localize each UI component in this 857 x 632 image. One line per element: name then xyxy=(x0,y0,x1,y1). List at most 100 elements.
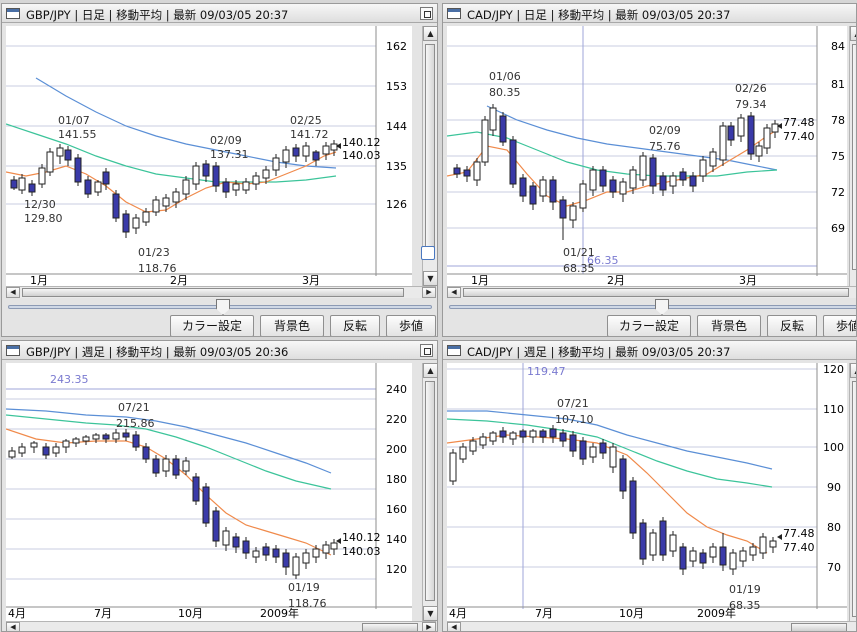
x-tick-label: 7月 xyxy=(535,607,553,620)
window-titlebar[interactable]: CAD/JPY | 日足 | 移動平均 | 最新 09/03/05 20:37 xyxy=(443,4,856,23)
scroll-thumb[interactable] xyxy=(362,623,418,631)
annotation-value: 118.76 xyxy=(288,597,327,610)
invert-button[interactable]: 反転 xyxy=(767,315,817,336)
scroll-up-button[interactable]: ▲ xyxy=(850,26,856,41)
gridlines xyxy=(447,363,847,609)
annotation-date: 07/21 xyxy=(557,397,589,410)
scroll-thumb[interactable] xyxy=(852,381,856,617)
annotation-value: 141.72 xyxy=(290,128,329,141)
horizontal-scrollbar[interactable]: ◀ xyxy=(447,286,856,298)
horizontal-scrollbar[interactable]: ◀ ▶ xyxy=(6,286,436,298)
x-tick-label: 3月 xyxy=(302,274,320,286)
last-price-label: 77.48 xyxy=(783,116,815,129)
y-tick-label: 75 xyxy=(831,150,845,163)
x-tick-label: 2月 xyxy=(170,274,188,286)
y-tick-label: 135 xyxy=(386,160,407,173)
background-color-button[interactable]: 背景色 xyxy=(697,315,761,336)
y-tick-label: 78 xyxy=(831,114,845,127)
y-tick-label: 84 xyxy=(831,40,845,53)
annotation-date: 01/19 xyxy=(729,583,761,596)
chart-window-gbpjpy-weekly: GBP/JPY | 週足 | 移動平均 | 最新 09/03/05 20:36 xyxy=(1,340,438,632)
scroll-up-button[interactable]: ▲ xyxy=(423,363,437,378)
candlesticks xyxy=(10,140,338,238)
annotation-value: 80.35 xyxy=(489,86,521,99)
price-chart: 84 81 78 75 72 69 1月 2月 3月 01/06 80.35 0… xyxy=(446,26,847,287)
x-tick-label: 1月 xyxy=(471,274,489,286)
y-tick-label: 200 xyxy=(386,443,407,456)
invert-button[interactable]: 反転 xyxy=(330,315,380,336)
y-tick-label: 144 xyxy=(386,120,407,133)
last-price-label: 140.12 xyxy=(342,531,381,544)
window-icon xyxy=(447,8,461,19)
window-titlebar[interactable]: GBP/JPY | 週足 | 移動平均 | 最新 09/03/05 20:36 xyxy=(2,341,437,360)
scroll-left-button[interactable]: ◀ xyxy=(447,287,461,298)
step-value-button[interactable]: 歩値 xyxy=(823,315,856,336)
last-price-label: 140.12 xyxy=(342,136,381,149)
window-titlebar[interactable]: CAD/JPY | 週足 | 移動平均 | 最新 09/03/05 20:37 xyxy=(443,341,856,360)
y-tick-label: 126 xyxy=(386,198,407,211)
annotation-value: 118.76 xyxy=(138,262,177,275)
annotation-date: 12/30 xyxy=(24,198,56,211)
chart-area[interactable]: 84 81 78 75 72 69 1月 2月 3月 01/06 80.35 0… xyxy=(446,26,847,287)
ma-long-line xyxy=(5,408,332,474)
window-title: CAD/JPY | 日足 | 移動平均 | 最新 09/03/05 20:37 xyxy=(467,8,731,22)
annotation-value: 68.35 xyxy=(563,262,595,275)
scroll-marker[interactable] xyxy=(421,246,435,260)
annotation-value: 68.35 xyxy=(729,599,761,612)
annotation-date: 01/21 xyxy=(563,246,595,259)
zoom-slider-thumb[interactable] xyxy=(655,299,669,315)
background-color-button[interactable]: 背景色 xyxy=(260,315,324,336)
vertical-scrollbar[interactable]: ▲ xyxy=(849,26,856,286)
window-titlebar[interactable]: GBP/JPY | 日足 | 移動平均 | 最新 09/03/05 20:37 xyxy=(2,4,437,23)
last-price-marker xyxy=(777,534,782,540)
annotation-date: 01/23 xyxy=(138,246,170,259)
scroll-thumb[interactable] xyxy=(852,44,856,270)
scroll-left-button[interactable]: ◀ xyxy=(6,287,20,298)
x-tick-label: 7月 xyxy=(94,607,112,620)
maximize-icon[interactable] xyxy=(420,7,433,20)
zoom-slider-thumb[interactable] xyxy=(216,299,230,315)
annotation-date: 02/09 xyxy=(210,134,242,147)
scroll-thumb[interactable] xyxy=(425,381,435,601)
scroll-thumb[interactable] xyxy=(22,288,404,297)
candlesticks xyxy=(453,104,779,240)
zoom-slider[interactable] xyxy=(449,305,856,309)
annotation-value: 141.55 xyxy=(58,128,97,141)
scroll-left-button[interactable]: ◀ xyxy=(6,622,20,631)
color-settings-button[interactable]: カラー設定 xyxy=(170,315,254,336)
y-tick-label: 81 xyxy=(831,78,845,91)
scroll-left-button[interactable]: ◀ xyxy=(447,622,461,631)
scroll-thumb[interactable] xyxy=(791,623,847,631)
horizontal-scrollbar[interactable]: ◀ ▶ xyxy=(6,621,436,631)
last-price-label: 140.03 xyxy=(342,149,381,162)
maximize-icon[interactable] xyxy=(420,344,433,357)
horizontal-scrollbar[interactable]: ◀ xyxy=(447,621,856,631)
y-tick-label: 140 xyxy=(386,533,407,546)
chart-area[interactable]: 243.35 240 220 200 180 160 140 120 4月 7月… xyxy=(5,363,412,621)
gridlines xyxy=(447,26,847,276)
step-value-button[interactable]: 歩値 xyxy=(386,315,436,336)
scroll-down-button[interactable]: ▼ xyxy=(423,271,437,286)
candlesticks xyxy=(449,425,777,575)
vertical-scrollbar[interactable]: ▲ xyxy=(849,363,856,621)
scroll-up-button[interactable]: ▲ xyxy=(850,363,856,378)
chart-area[interactable]: 119.47 120 110 100 90 80 70 4月 7月 10月 20… xyxy=(446,363,847,621)
chart-area[interactable]: 162 153 144 135 126 1月 2月 3月 01/07 141.5… xyxy=(5,26,412,287)
scroll-thumb[interactable] xyxy=(425,44,435,256)
scroll-right-button[interactable]: ▶ xyxy=(422,287,436,298)
x-tick-label: 1月 xyxy=(30,274,48,286)
color-settings-button[interactable]: カラー設定 xyxy=(607,315,691,336)
last-price-label: 77.40 xyxy=(783,130,815,143)
gridlines xyxy=(6,363,412,609)
vertical-scrollbar[interactable]: ▲ ▼ xyxy=(422,363,437,621)
y-tick-label: 153 xyxy=(386,80,407,93)
scroll-thumb[interactable] xyxy=(463,288,849,297)
y-tick-label: 160 xyxy=(386,503,407,516)
scroll-down-button[interactable]: ▼ xyxy=(423,606,437,621)
price-chart: 119.47 120 110 100 90 80 70 4月 7月 10月 20… xyxy=(446,363,847,620)
scroll-up-button[interactable]: ▲ xyxy=(423,26,437,41)
vertical-scrollbar[interactable]: ▲ ▼ xyxy=(421,26,437,286)
scroll-right-button[interactable]: ▶ xyxy=(422,622,436,631)
y-tick-label: 80 xyxy=(827,521,841,534)
y-tick-label: 100 xyxy=(823,441,844,454)
